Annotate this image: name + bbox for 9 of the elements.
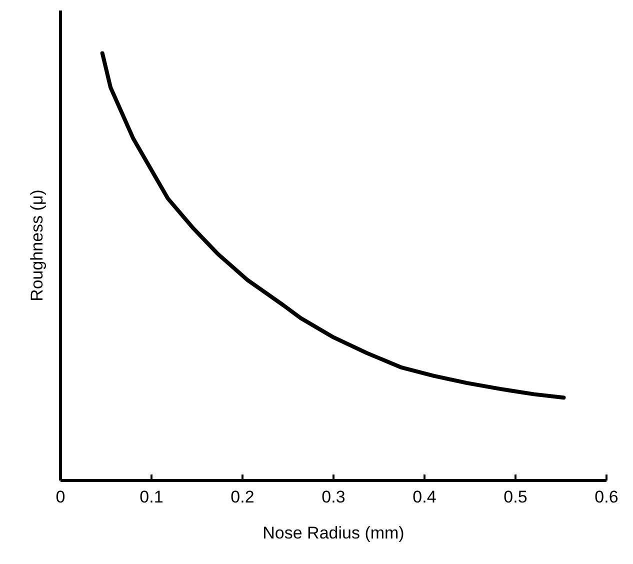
x-tick-label: 0.3 xyxy=(322,488,346,506)
x-tick-label: 0.6 xyxy=(594,488,618,506)
x-tick-label: 0.4 xyxy=(412,488,436,506)
x-tick-label: 0.5 xyxy=(504,488,528,506)
x-tick-label: 0.2 xyxy=(230,488,254,506)
x-tick-label: 0 xyxy=(56,488,66,506)
x-axis-title: Nose Radius (mm) xyxy=(262,524,404,542)
y-axis-title: Roughness (μ) xyxy=(28,190,46,302)
x-tick-label: 0.1 xyxy=(140,488,164,506)
